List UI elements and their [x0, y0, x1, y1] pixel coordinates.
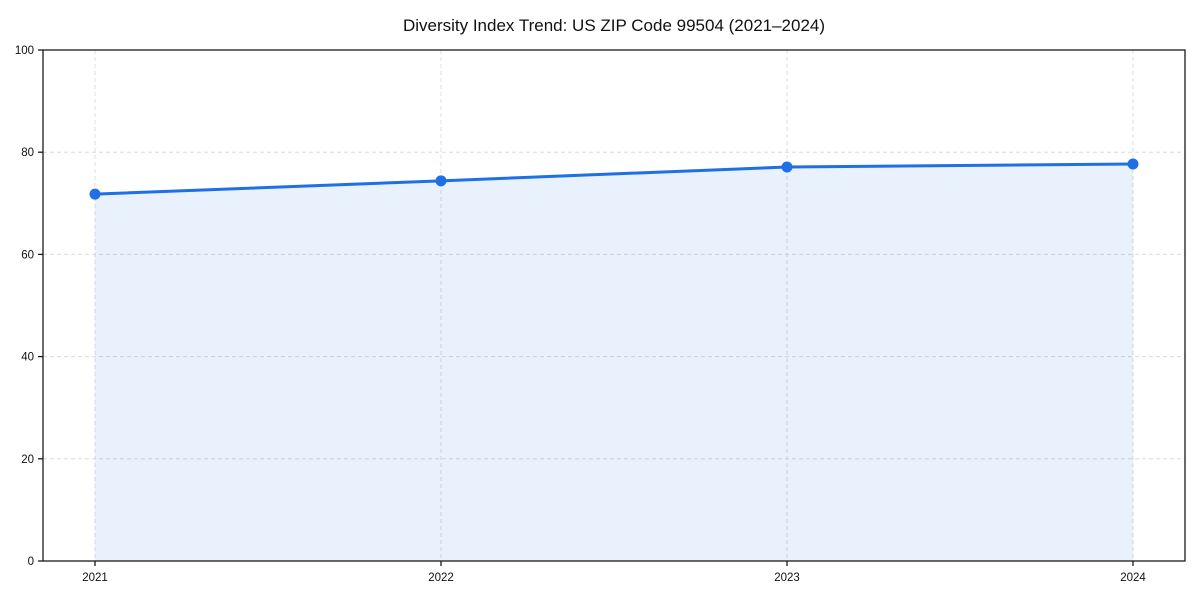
area-fill: [95, 163, 1133, 561]
y-tick-label: 0: [28, 556, 34, 568]
chart-title: Diversity Index Trend: US ZIP Code 99504…: [403, 16, 825, 35]
y-tick-label: 60: [21, 249, 34, 261]
series-layer: [89, 158, 1139, 561]
data-point-marker: [89, 188, 101, 200]
trend-line: [93, 162, 1135, 196]
x-tick-label: 2023: [774, 572, 800, 584]
y-tick-label: 20: [21, 454, 34, 466]
x-tick-label: 2024: [1120, 572, 1146, 584]
y-tick-label: 80: [21, 147, 34, 159]
y-tick-label: 40: [21, 352, 34, 364]
plot-border: [42, 49, 1186, 562]
y-tick-label: 100: [15, 45, 34, 57]
axes-layer: 0 20 40 60 80 100 2021 2022 2023 2024: [15, 45, 1186, 584]
x-tick-label: 2021: [82, 572, 108, 584]
data-point-marker: [1127, 158, 1139, 170]
data-point-marker: [781, 161, 793, 173]
data-point-marker: [435, 175, 447, 187]
x-tick-label: 2022: [428, 572, 454, 584]
